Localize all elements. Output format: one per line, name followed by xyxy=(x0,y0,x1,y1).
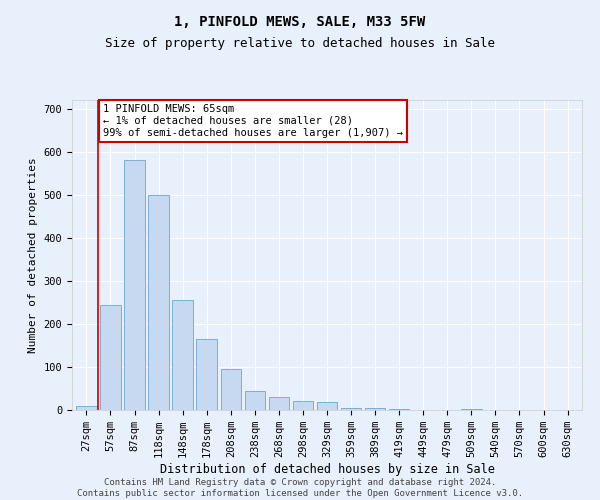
Text: 1 PINFOLD MEWS: 65sqm
← 1% of detached houses are smaller (28)
99% of semi-detac: 1 PINFOLD MEWS: 65sqm ← 1% of detached h… xyxy=(103,104,403,138)
Bar xyxy=(100,304,121,410)
Bar xyxy=(221,369,241,410)
Bar xyxy=(317,402,337,410)
Text: 1, PINFOLD MEWS, SALE, M33 5FW: 1, PINFOLD MEWS, SALE, M33 5FW xyxy=(175,15,425,29)
Bar xyxy=(76,406,97,410)
Bar xyxy=(196,339,217,410)
Bar xyxy=(148,194,169,410)
Bar xyxy=(461,409,482,410)
Text: Contains HM Land Registry data © Crown copyright and database right 2024.
Contai: Contains HM Land Registry data © Crown c… xyxy=(77,478,523,498)
Bar xyxy=(172,300,193,410)
Text: Size of property relative to detached houses in Sale: Size of property relative to detached ho… xyxy=(105,38,495,51)
Bar xyxy=(365,408,385,410)
Y-axis label: Number of detached properties: Number of detached properties xyxy=(28,157,38,353)
Bar xyxy=(293,402,313,410)
Bar xyxy=(269,397,289,410)
Bar xyxy=(341,408,361,410)
Bar xyxy=(389,408,409,410)
Bar xyxy=(124,160,145,410)
Bar xyxy=(245,390,265,410)
X-axis label: Distribution of detached houses by size in Sale: Distribution of detached houses by size … xyxy=(160,463,494,476)
